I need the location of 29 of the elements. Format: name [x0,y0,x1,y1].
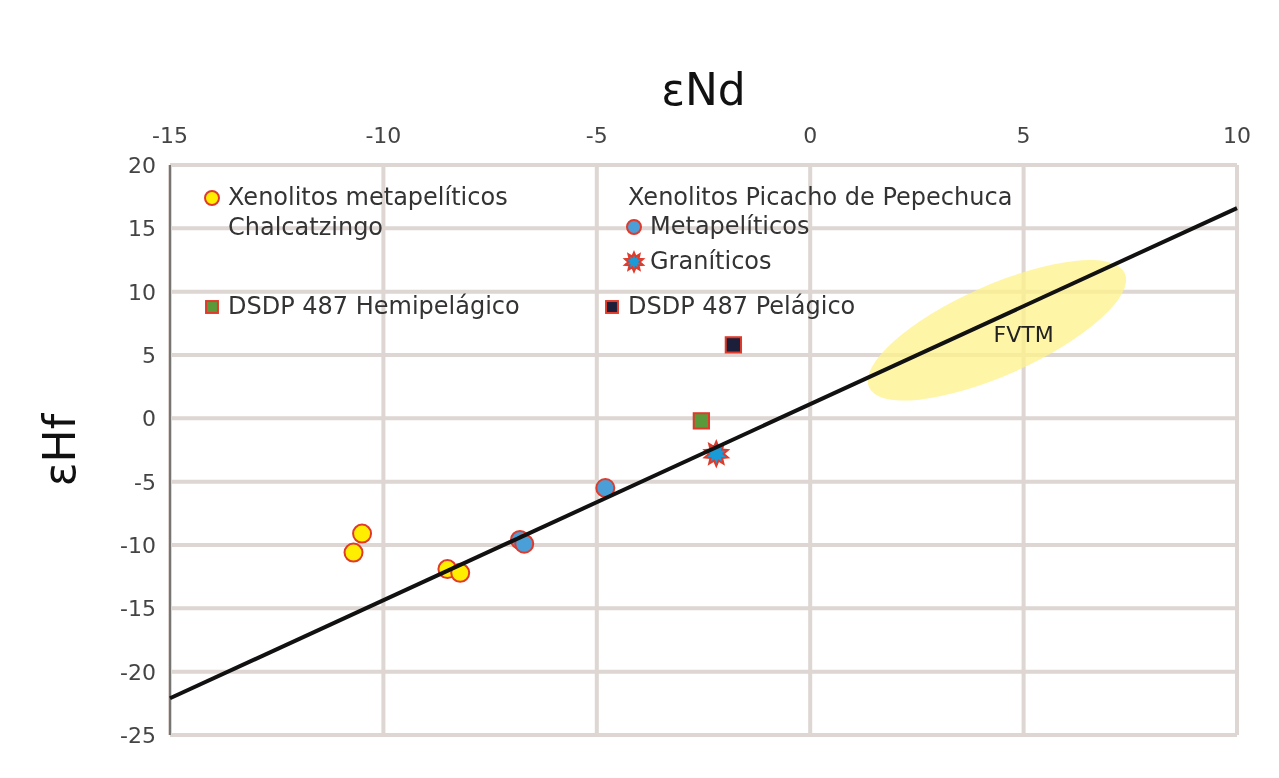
point [343,542,364,563]
legend-title: Xenolitos Picacho de Pepechuca [628,183,1013,211]
y-tick-label: 15 [128,216,156,242]
y-tick-label: -25 [120,723,156,748]
x-tick-label: -10 [365,123,402,148]
y-tick-label: 5 [142,343,156,368]
y-tick-label: 20 [128,153,156,178]
x-tick-label: 10 [1223,123,1251,148]
point [595,478,616,498]
legend-label: DSDP 487 Hemipelágico [228,292,520,320]
legend-label: Graníticos [650,247,772,275]
legend-label: DSDP 487 Pelágico [628,292,856,320]
y-tick-label: -5 [134,469,156,495]
point [352,523,373,544]
y-tick-label: 0 [142,406,156,432]
point [692,412,711,430]
legend-label: Metapelíticos [650,212,810,240]
annotation: FVTM [993,321,1054,347]
y-tick-label: -15 [120,596,156,622]
x-tick-label: 5 [1016,123,1031,148]
point [724,336,743,354]
x-axis-title: εNd [661,64,746,115]
y-tick-label: -10 [120,533,156,558]
y-tick-label: -20 [120,659,156,685]
y-tick-label: 10 [128,279,156,305]
legend-label: Xenolitos metapelíticos Chalcatzingo [228,183,508,241]
x-tick-label: -5 [585,123,608,148]
y-axis-title: εHf [34,412,85,487]
x-tick-label: 0 [803,123,818,148]
